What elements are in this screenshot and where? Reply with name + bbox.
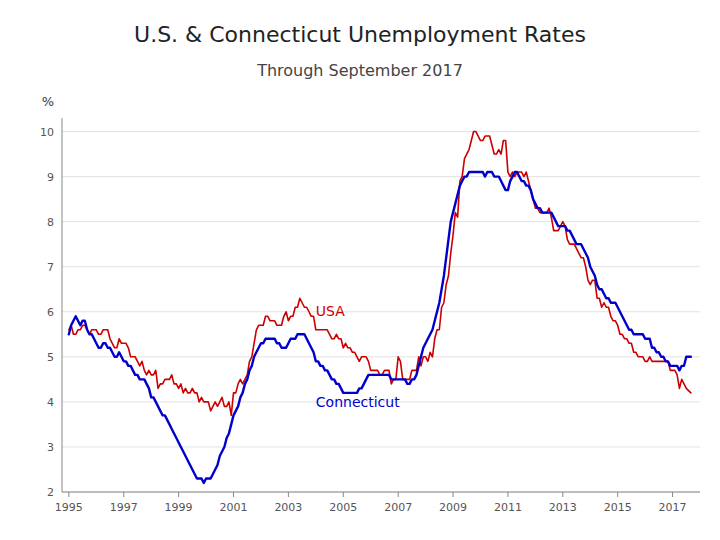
y-tick-label: 7 <box>47 261 54 274</box>
x-tick <box>507 492 508 497</box>
x-tick-label: 2003 <box>274 501 302 514</box>
series-line <box>69 132 691 416</box>
x-tick-label: 2013 <box>549 501 577 514</box>
x-tick <box>617 492 618 497</box>
x-tick <box>343 492 344 497</box>
y-axis-label: % <box>42 94 54 109</box>
plot-area <box>69 132 691 483</box>
y-tick-label: 10 <box>40 126 54 139</box>
grid-line <box>62 131 700 132</box>
x-tick-label: 2011 <box>494 501 522 514</box>
grid-line <box>62 446 700 447</box>
x-tick <box>562 492 563 497</box>
x-tick <box>288 492 289 497</box>
y-tick-label: 2 <box>47 486 54 499</box>
x-tick <box>233 492 234 497</box>
x-tick-label: 2015 <box>604 501 632 514</box>
y-tick-label: 8 <box>47 216 54 229</box>
x-tick <box>398 492 399 497</box>
x-tick-label: 2005 <box>329 501 357 514</box>
x-tick <box>68 492 69 497</box>
x-tick <box>453 492 454 497</box>
x-tick <box>123 492 124 497</box>
grid-line <box>62 492 700 493</box>
grid <box>62 132 700 492</box>
x-tick-label: 2017 <box>659 501 687 514</box>
y-axis-line <box>62 118 63 492</box>
y-tick-label: 5 <box>47 351 54 364</box>
x-tick-label: 2007 <box>384 501 412 514</box>
series-label: Connecticut <box>316 394 400 410</box>
x-tick-label: 1997 <box>110 501 138 514</box>
grid-line <box>62 356 700 357</box>
x-axis-line <box>62 492 700 493</box>
y-tick-label: 4 <box>47 396 54 409</box>
x-tick-label: 2001 <box>220 501 248 514</box>
chart: U.S. & Connecticut Unemployment Rates Thr… <box>0 0 720 540</box>
x-tick-label: 2009 <box>439 501 467 514</box>
series-label: USA <box>316 303 345 319</box>
series-line <box>69 172 691 483</box>
grid-line <box>62 311 700 312</box>
y-tick-label: 3 <box>47 441 54 454</box>
chart-container: U.S. & Connecticut Unemployment Rates Thr… <box>0 0 720 540</box>
y-tick-label: 9 <box>47 171 54 184</box>
grid-line <box>62 176 700 177</box>
x-tick-label: 1995 <box>55 501 83 514</box>
subtitle: Through September 2017 <box>256 61 463 80</box>
grid-line <box>62 221 700 222</box>
y-tick-label: 6 <box>47 306 54 319</box>
x-tick-label: 1999 <box>165 501 193 514</box>
x-tick <box>178 492 179 497</box>
grid-line <box>62 266 700 267</box>
axes: 2 3 4 5 6 7 8 9 10 1995 1997 1999 2001 2003 2005 2007 20… <box>40 118 700 514</box>
title: U.S. & Connecticut Unemployment Rates <box>134 22 586 47</box>
x-tick <box>672 492 673 497</box>
